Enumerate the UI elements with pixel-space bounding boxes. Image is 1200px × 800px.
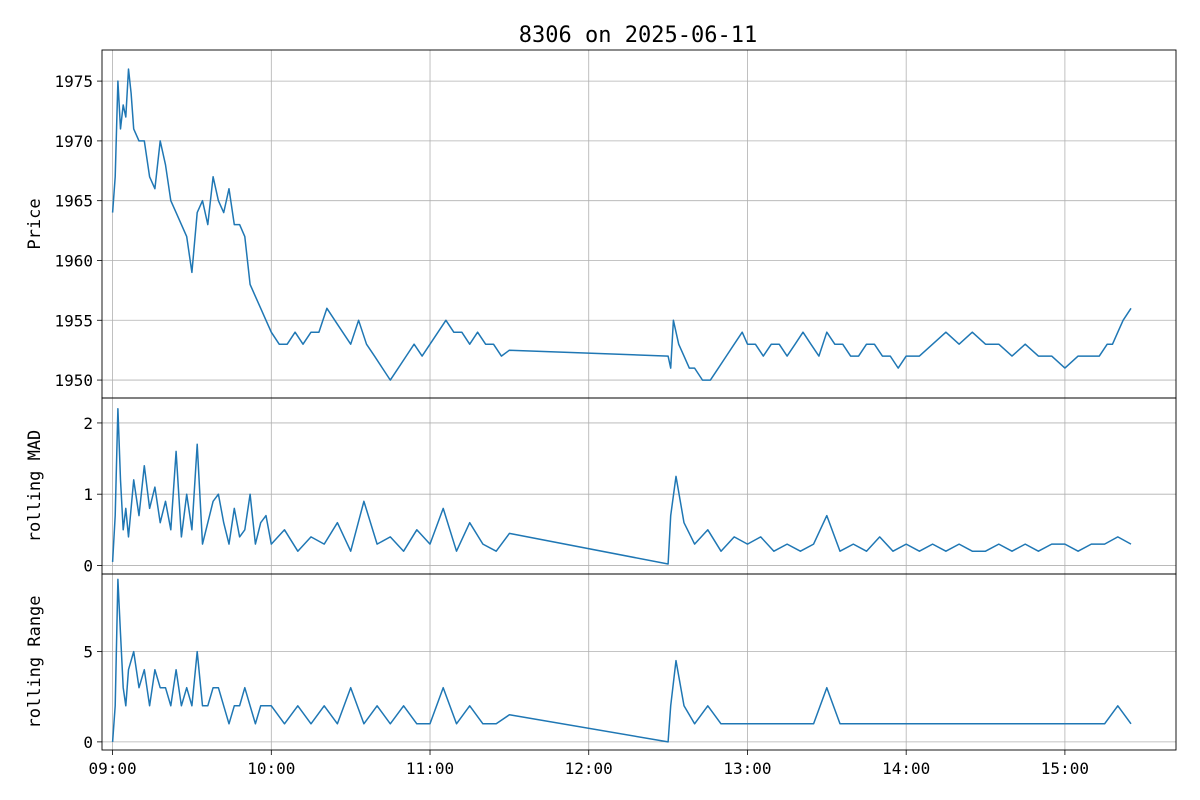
panel-frame: [101, 397, 1177, 575]
panel-price: 1950 1955 1960 1965 1970 1975 Price: [25, 49, 1177, 399]
x-tick-label: 13:00: [723, 759, 771, 778]
y-axis-label: rolling MAD: [25, 430, 45, 543]
y-axis-label: rolling Range: [25, 595, 45, 728]
y-tick-label: 0: [83, 733, 93, 752]
panel-frame: [101, 49, 1177, 399]
x-tick-label: 12:00: [565, 759, 613, 778]
x-tick-label: 14:00: [882, 759, 930, 778]
plot-layer: 1950 1955 1960 1965 1970 1975 Price 0 1 2 rolling …: [25, 49, 1177, 778]
y-tick-label: 0: [83, 556, 93, 575]
series-line-range: [111, 578, 1132, 743]
panel-frame: [101, 573, 1177, 751]
y-tick-label: 1970: [54, 132, 93, 151]
panel-range: 0 5 rolling Range: [25, 573, 1177, 752]
y-tick-label: 5: [83, 643, 93, 662]
y-tick-label: 1955: [54, 311, 93, 330]
y-tick-label: 1: [83, 485, 93, 504]
y-tick-label: 1975: [54, 72, 93, 91]
chart-title: 8306 on 2025-06-11: [519, 23, 757, 48]
y-tick-label: 1950: [54, 371, 93, 390]
panel-mad: 0 1 2 rolling MAD: [25, 397, 1177, 575]
x-tick-label: 09:00: [88, 759, 136, 778]
y-tick-label: 1965: [54, 192, 93, 211]
y-axis-label: Price: [25, 198, 45, 249]
x-tick-label: 10:00: [247, 759, 295, 778]
y-tick-label: 1960: [54, 251, 93, 270]
series-line-mad: [111, 407, 1132, 565]
y-tick-label: 2: [83, 414, 93, 433]
series-line-price: [111, 68, 1132, 381]
x-tick-label: 15:00: [1041, 759, 1089, 778]
x-tick-label: 11:00: [406, 759, 454, 778]
